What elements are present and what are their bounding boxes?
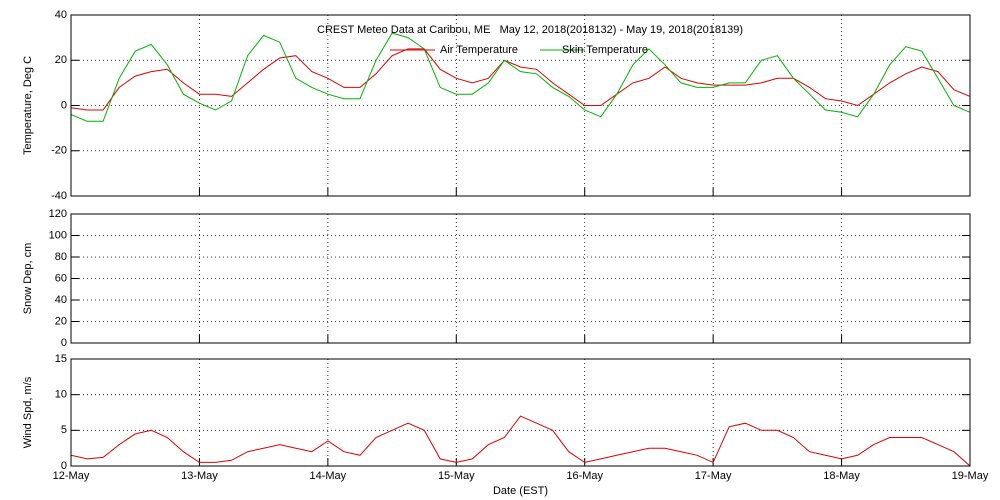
legend-label: Air Temperature [440, 44, 518, 56]
y-tick-label: 0 [61, 460, 67, 472]
data-line [70, 48, 971, 111]
x-tick-label: 15-May [438, 470, 475, 482]
y-tick-label: 100 [49, 229, 67, 241]
y-axis-label: Wind Spd, m/s [22, 376, 34, 448]
y-tick-label: 0 [61, 337, 67, 349]
plot-frame [70, 213, 971, 344]
y-tick-label: 40 [55, 294, 67, 306]
x-tick-label: 18-May [823, 470, 860, 482]
x-tick-label: 16-May [566, 470, 603, 482]
y-tick-label: 120 [49, 208, 67, 220]
y-tick-label: 20 [55, 315, 67, 327]
x-tick-label: 13-May [181, 470, 218, 482]
plot-frame [70, 358, 971, 467]
x-axis-label: Date (EST) [493, 485, 548, 497]
y-tick-label: -40 [51, 190, 67, 202]
data-line [70, 415, 971, 467]
y-tick-label: 60 [55, 272, 67, 284]
y-tick-label: 80 [55, 251, 67, 263]
x-tick-label: 12-May [53, 470, 90, 482]
y-tick-label: -20 [51, 145, 67, 157]
y-tick-label: 20 [55, 54, 67, 66]
y-tick-label: 5 [61, 424, 67, 436]
x-tick-label: 17-May [695, 470, 732, 482]
y-tick-label: 40 [55, 9, 67, 21]
y-tick-label: 0 [61, 99, 67, 111]
y-tick-label: 15 [55, 353, 67, 365]
y-tick-label: 10 [55, 389, 67, 401]
plot-frame [70, 14, 971, 197]
y-axis-label: Snow Dep, cm [22, 243, 34, 315]
y-axis-label: Temperature, Deg C [22, 56, 34, 155]
x-tick-label: 19-May [952, 470, 989, 482]
data-line [70, 32, 971, 122]
x-tick-label: 14-May [310, 470, 347, 482]
chart-title: CREST Meteo Data at Caribou, ME May 12, … [317, 24, 743, 36]
legend-label: Skin Temperature [562, 44, 648, 56]
